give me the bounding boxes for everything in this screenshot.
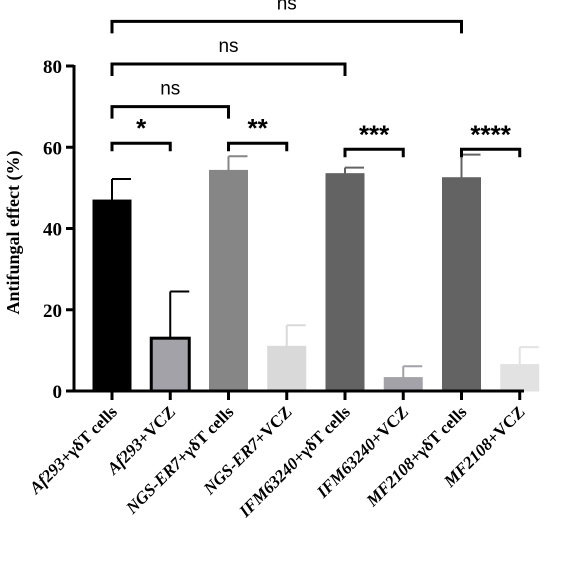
significance-bracket <box>343 147 405 158</box>
significance-bracket <box>110 105 230 119</box>
y-axis-label: Antifungal effect (%) <box>3 151 24 315</box>
error-bar <box>460 153 481 178</box>
bar <box>383 377 423 392</box>
error-bar <box>285 324 306 347</box>
error-bar <box>227 155 248 171</box>
significance-label: ns <box>277 0 297 14</box>
error-bar <box>402 365 423 378</box>
significance-bracket <box>460 147 522 158</box>
significance-bracket <box>110 19 463 34</box>
bar <box>149 336 191 393</box>
error-bar <box>344 166 364 174</box>
bar <box>92 199 132 392</box>
significance-label: ns <box>218 36 238 57</box>
error-bar <box>169 290 190 339</box>
bar <box>442 177 481 392</box>
y-tick-label: 80 <box>43 57 62 78</box>
significance-label: * <box>136 113 147 143</box>
error-bar <box>518 346 539 365</box>
significance-label: *** <box>359 119 390 149</box>
bar <box>209 169 248 392</box>
significance-label: ns <box>160 79 180 100</box>
bar <box>325 173 365 392</box>
significance-bracket <box>110 141 172 152</box>
significance-bracket <box>110 62 347 76</box>
significance-label: **** <box>470 119 511 149</box>
y-tick-label: 60 <box>43 138 62 159</box>
error-bar <box>111 177 131 201</box>
bar <box>500 364 540 392</box>
significance-bracket <box>227 141 289 152</box>
bar <box>267 345 307 392</box>
y-tick-label: 0 <box>53 382 63 403</box>
y-tick-label: 40 <box>43 220 62 241</box>
significance-label: ** <box>248 113 269 143</box>
x-tick-label: Af293+γδT cells <box>25 402 121 498</box>
x-tick-label: NGS-ER7+γδT cells <box>122 402 238 518</box>
x-tick-label: MF2108+γδT cells <box>362 402 471 511</box>
x-tick-label: IFM63240+γδT cells <box>235 402 354 521</box>
y-tick-label: 20 <box>43 301 62 322</box>
